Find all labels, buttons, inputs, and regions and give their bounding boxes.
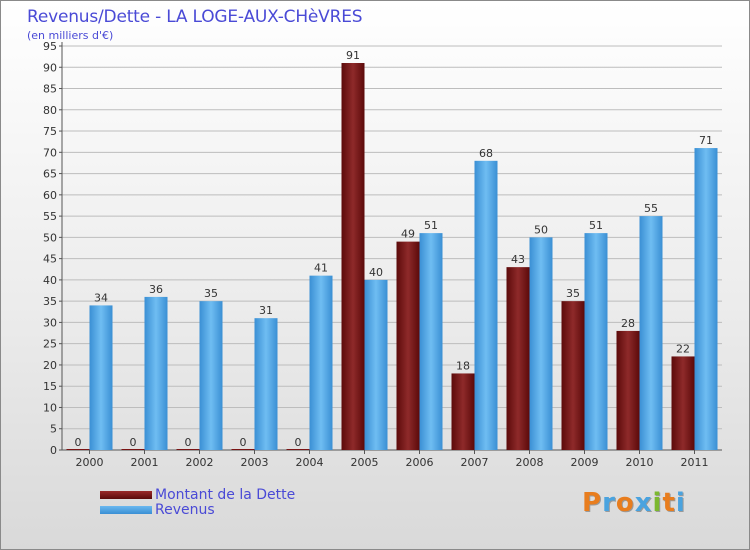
data-label-revenue: 41 — [314, 262, 328, 275]
data-label-debt: 22 — [676, 342, 690, 355]
chart-subtitle: (en milliers d'€) — [27, 29, 114, 42]
legend-swatch-debt — [100, 491, 152, 499]
y-tick-label: 15 — [43, 380, 57, 393]
data-label-debt: 91 — [346, 49, 360, 62]
data-label-debt: 49 — [401, 228, 415, 241]
data-label-revenue: 34 — [94, 291, 108, 304]
data-label-debt: 18 — [456, 359, 470, 372]
data-label-debt: 35 — [566, 287, 580, 300]
logo-letter: i — [652, 488, 663, 518]
data-label-debt: 0 — [75, 436, 82, 449]
x-tick-label: 2001 — [131, 456, 159, 469]
legend-label-revenue: Revenus — [155, 502, 215, 518]
x-tick-label: 2004 — [296, 456, 324, 469]
bar-revenue — [474, 160, 498, 451]
legend-label-debt: Montant de la Dette — [155, 487, 296, 503]
bar-revenue — [309, 275, 333, 450]
logo-letter: x — [634, 488, 653, 518]
data-label-revenue: 71 — [699, 134, 713, 147]
data-label-revenue: 40 — [369, 266, 383, 279]
logo-letter: o — [615, 488, 635, 518]
legend-swatch-revenue — [100, 506, 152, 514]
data-label-debt: 0 — [295, 436, 302, 449]
x-tick-label: 2008 — [516, 456, 544, 469]
bar-debt — [451, 373, 475, 450]
bar-revenue — [364, 279, 388, 450]
bar-revenue — [199, 301, 223, 450]
x-tick-label: 2011 — [681, 456, 709, 469]
y-tick-label: 20 — [43, 359, 57, 372]
data-label-revenue: 31 — [259, 304, 273, 317]
bar-revenue — [639, 216, 663, 450]
y-tick-label: 90 — [43, 61, 57, 74]
y-tick-label: 35 — [43, 295, 57, 308]
bar-debt — [396, 241, 420, 450]
y-tick-label: 95 — [43, 40, 57, 53]
bar-debt — [506, 267, 530, 450]
x-tick-label: 2000 — [76, 456, 104, 469]
data-label-revenue: 36 — [149, 283, 163, 296]
data-label-revenue: 68 — [479, 147, 493, 160]
proxiti-logo: Proxiti — [582, 488, 686, 518]
legend-item-revenue: Revenus — [100, 502, 215, 518]
bar-revenue — [529, 237, 553, 450]
y-tick-label: 70 — [43, 146, 57, 159]
data-label-debt: 0 — [185, 436, 192, 449]
data-label-debt: 43 — [511, 253, 525, 266]
x-tick-label: 2002 — [186, 456, 214, 469]
y-tick-label: 45 — [43, 253, 57, 266]
y-tick-label: 85 — [43, 83, 57, 96]
bar-revenue — [144, 296, 168, 450]
y-tick-label: 75 — [43, 125, 57, 138]
y-tick-label: 25 — [43, 338, 57, 351]
x-tick-label: 2009 — [571, 456, 599, 469]
logo-letter: P — [582, 488, 603, 518]
logo-letter: i — [675, 488, 686, 518]
x-tick-label: 2003 — [241, 456, 269, 469]
x-tick-label: 2010 — [626, 456, 654, 469]
chart-title: Revenus/Dette - LA LOGE-AUX-CHèVRES — [27, 7, 363, 27]
data-label-revenue: 51 — [424, 219, 438, 232]
legend-item-debt: Montant de la Dette — [100, 487, 295, 503]
y-tick-label: 10 — [43, 401, 57, 414]
data-label-debt: 28 — [621, 317, 635, 330]
x-tick-label: 2006 — [406, 456, 434, 469]
data-label-debt: 0 — [130, 436, 137, 449]
data-label-revenue: 35 — [204, 287, 218, 300]
data-label-debt: 0 — [240, 436, 247, 449]
bar-debt — [561, 301, 585, 450]
bar-debt — [341, 63, 365, 450]
y-tick-label: 50 — [43, 231, 57, 244]
y-tick-label: 65 — [43, 168, 57, 181]
y-tick-label: 5 — [50, 423, 57, 436]
bar-revenue — [419, 233, 443, 450]
y-tick-label: 55 — [43, 210, 57, 223]
x-tick-label: 2007 — [461, 456, 489, 469]
bar-revenue — [89, 305, 113, 450]
y-tick-label: 80 — [43, 104, 57, 117]
y-tick-label: 60 — [43, 189, 57, 202]
bar-revenue — [254, 318, 278, 450]
data-label-revenue: 50 — [534, 223, 548, 236]
bar-revenue — [584, 233, 608, 450]
bar-debt — [616, 330, 640, 450]
y-tick-label: 40 — [43, 274, 57, 287]
x-tick-label: 2005 — [351, 456, 379, 469]
logo-letter: t — [662, 488, 676, 518]
logo-letter: r — [602, 488, 616, 518]
bar-revenue — [694, 148, 718, 450]
y-tick-label: 0 — [50, 444, 57, 457]
bar-debt — [671, 356, 695, 450]
data-label-revenue: 55 — [644, 202, 658, 215]
y-tick-label: 30 — [43, 316, 57, 329]
data-label-revenue: 51 — [589, 219, 603, 232]
